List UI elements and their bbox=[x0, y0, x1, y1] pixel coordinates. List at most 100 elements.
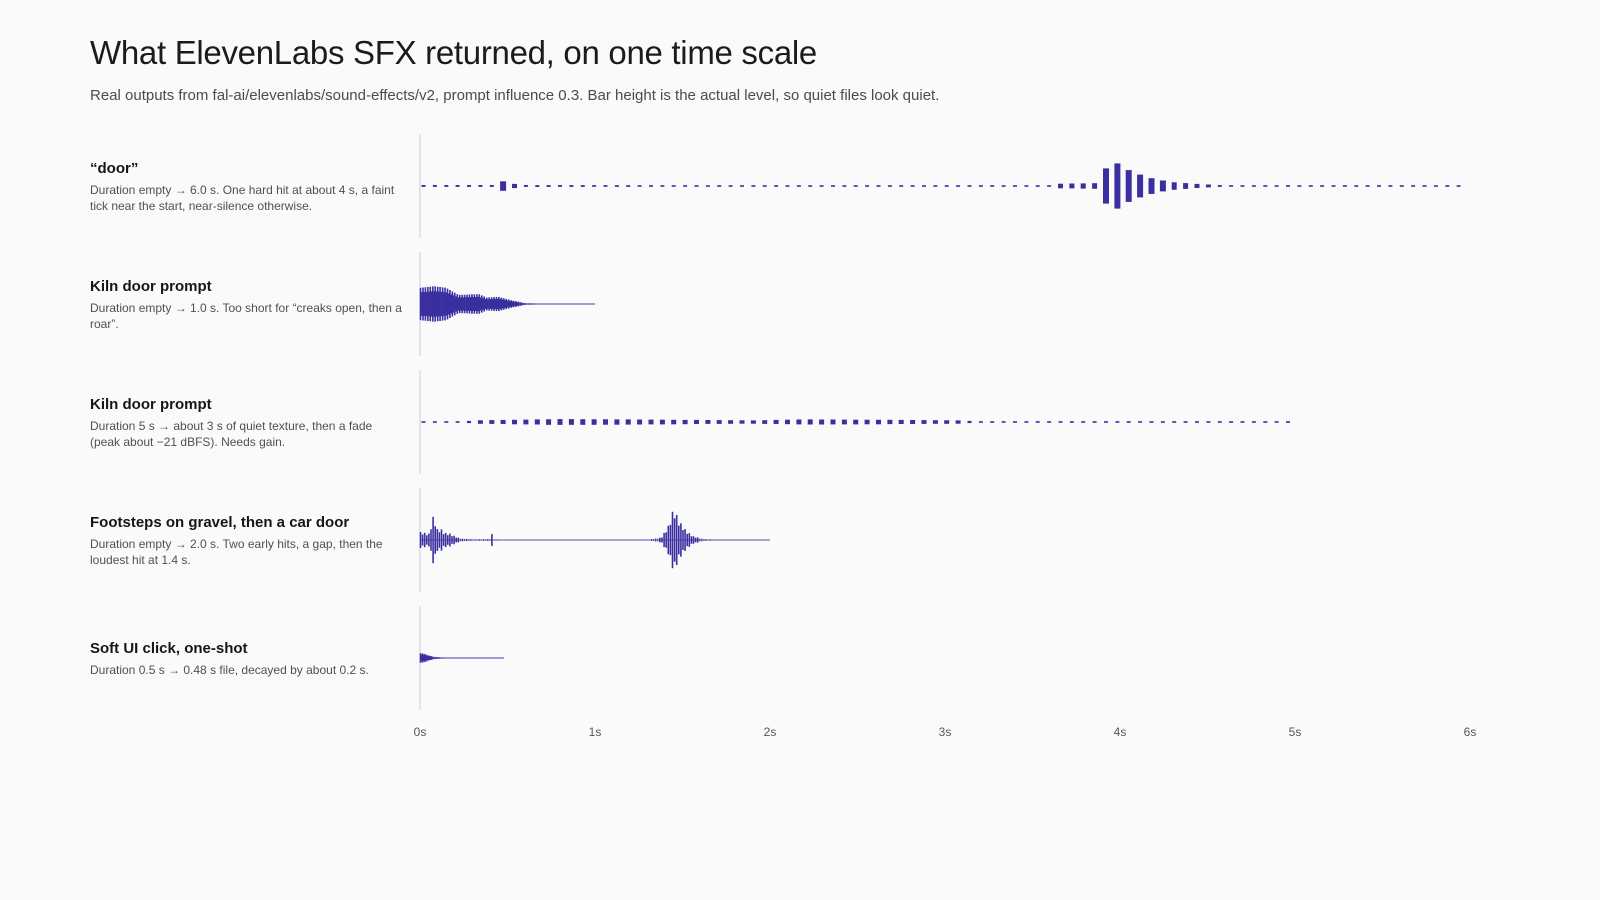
waveform-bar bbox=[808, 185, 813, 187]
waveform-bar bbox=[660, 185, 665, 187]
waveform-bar bbox=[1081, 421, 1086, 423]
waveform-bar bbox=[967, 185, 972, 187]
waveform-bar bbox=[785, 419, 790, 425]
waveform-bar bbox=[898, 419, 904, 424]
row-description: Duration 0.5 s → 0.48 s file, decayed by… bbox=[90, 663, 369, 677]
waveform-bar bbox=[694, 185, 699, 187]
row-description: Duration empty → 1.0 s. Too short for “c… bbox=[90, 301, 402, 331]
waveform-bar bbox=[1205, 184, 1211, 188]
waveform-bar bbox=[1058, 183, 1063, 189]
waveform-bar bbox=[421, 185, 426, 187]
waveform-bar bbox=[1047, 421, 1052, 423]
waveform-bar bbox=[546, 419, 552, 425]
waveform-bar bbox=[592, 185, 597, 187]
waveform-bar bbox=[478, 185, 483, 187]
waveform-bar bbox=[728, 420, 734, 424]
waveform-bar bbox=[489, 420, 495, 424]
waveform-bar bbox=[1183, 421, 1188, 423]
waveform-bar bbox=[523, 185, 528, 187]
waveform-bar bbox=[865, 185, 870, 187]
waveform-bar bbox=[1354, 185, 1359, 187]
waveform-bar bbox=[569, 185, 574, 187]
waveform-bar bbox=[796, 419, 802, 425]
waveform-bar bbox=[1080, 183, 1086, 189]
waveform-bar bbox=[1013, 185, 1017, 187]
waveform-bar bbox=[819, 419, 825, 425]
waveform-bar bbox=[648, 419, 654, 425]
waveform-bar bbox=[1092, 183, 1098, 189]
row-name: Footsteps on gravel, then a car door bbox=[90, 514, 350, 531]
waveform-bar bbox=[1149, 421, 1154, 423]
waveform-bar bbox=[534, 419, 540, 425]
waveform-bar bbox=[739, 420, 745, 424]
waveform-bar bbox=[1195, 421, 1199, 423]
waveform-bar bbox=[899, 185, 904, 187]
row-description: Duration empty → 6.0 s. One hard hit at … bbox=[90, 183, 395, 213]
waveform-bar bbox=[762, 185, 767, 187]
x-tick-label: 1s bbox=[589, 725, 602, 739]
row-description: Duration empty → 2.0 s. Two early hits, … bbox=[90, 537, 383, 567]
waveform-bar bbox=[1229, 185, 1234, 187]
waveform-bar bbox=[1320, 185, 1325, 187]
waveform-bar bbox=[944, 185, 949, 187]
waveform-bar bbox=[1092, 421, 1097, 423]
waveform-bar bbox=[557, 419, 563, 425]
waveform-bar bbox=[842, 185, 847, 187]
waveform-bar bbox=[876, 419, 881, 425]
x-tick-label: 5s bbox=[1289, 725, 1302, 739]
waveform-bar bbox=[1456, 185, 1461, 187]
waveform-bar bbox=[671, 419, 677, 425]
waveform-bar bbox=[1263, 421, 1268, 423]
waveform-bar bbox=[1377, 185, 1381, 187]
waveform-bar bbox=[1172, 421, 1177, 423]
waveform-bar bbox=[535, 185, 540, 187]
waveform-bar bbox=[1274, 421, 1279, 423]
x-tick-label: 0s bbox=[414, 725, 427, 739]
row-name: Kiln door prompt bbox=[90, 396, 212, 413]
waveform-bar bbox=[1171, 182, 1177, 190]
waveform-bar bbox=[512, 183, 517, 189]
x-tick-label: 2s bbox=[764, 725, 777, 739]
waveform-bar bbox=[1365, 185, 1370, 187]
waveform-bar bbox=[1159, 180, 1166, 192]
waveform-bar bbox=[1286, 185, 1290, 187]
waveform-bar bbox=[921, 420, 927, 424]
waveform-bar bbox=[500, 419, 506, 424]
waveform-bar bbox=[1331, 185, 1336, 187]
waveform-bar bbox=[933, 185, 938, 187]
row-name: Soft UI click, one-shot bbox=[90, 640, 248, 657]
waveform-bar bbox=[830, 419, 836, 425]
waveform-bar bbox=[1217, 421, 1222, 423]
waveform-bar bbox=[421, 421, 426, 423]
waveform-bar bbox=[864, 419, 870, 425]
waveform-bar bbox=[762, 420, 768, 424]
waveform-bar bbox=[671, 185, 676, 187]
waveform-bar bbox=[1251, 185, 1256, 187]
waveform-bar bbox=[1001, 185, 1006, 187]
waveform-bar bbox=[1125, 170, 1132, 202]
waveform-bar bbox=[1035, 185, 1040, 187]
chart-title: What ElevenLabs SFX returned, on one tim… bbox=[90, 34, 817, 71]
waveform-bar bbox=[1194, 183, 1200, 188]
waveform-bar bbox=[444, 421, 449, 423]
row-label-door: “door” Duration empty → 6.0 s. One hard … bbox=[90, 160, 405, 214]
waveform-bar bbox=[990, 185, 995, 187]
row-label-footsteps: Footsteps on gravel, then a car door Dur… bbox=[90, 514, 405, 568]
waveform-bar bbox=[558, 185, 562, 187]
waveform-bar bbox=[523, 419, 529, 425]
waveform-bar bbox=[831, 185, 835, 187]
waveform-bar bbox=[1137, 174, 1144, 198]
waveform-bar bbox=[967, 420, 972, 424]
waveform-bar bbox=[1001, 421, 1006, 423]
waveform-bar bbox=[716, 420, 722, 424]
waveform-bar bbox=[751, 185, 756, 187]
waveform-bar bbox=[1148, 178, 1155, 194]
waveform-bar bbox=[637, 419, 643, 425]
waveform-bar bbox=[1126, 421, 1131, 423]
waveform-bar bbox=[432, 185, 437, 187]
waveform-bar bbox=[1388, 185, 1393, 187]
waveform-bar bbox=[955, 420, 961, 424]
waveform-bar bbox=[887, 419, 893, 425]
row-label-kiln-door-5s: Kiln door prompt Duration 5 s → about 3 … bbox=[90, 396, 405, 450]
